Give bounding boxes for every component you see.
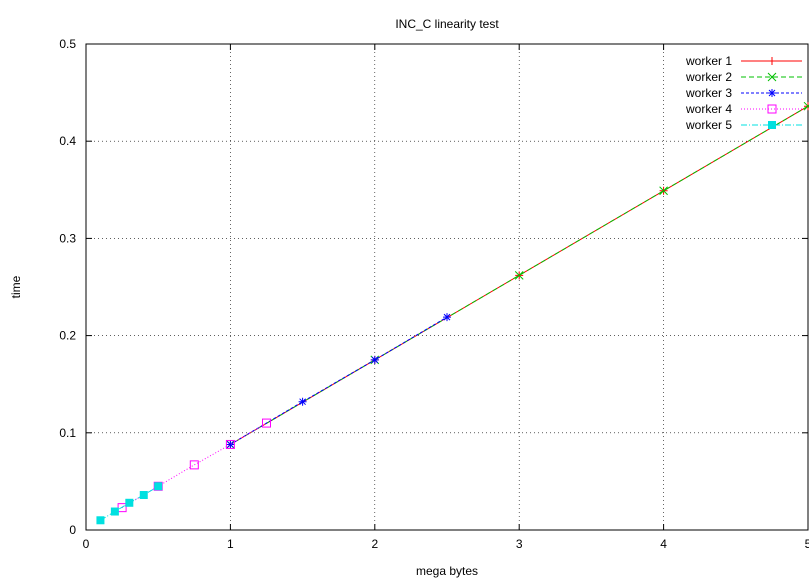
legend-label: worker 1 <box>685 54 732 68</box>
axis-ticks: 0 1 2 3 4 5 0 0.1 0.2 0.3 0.4 0.5 <box>59 37 809 551</box>
data-point <box>189 460 199 470</box>
data-point <box>154 482 163 491</box>
legend-label: worker 4 <box>685 102 732 116</box>
data-point <box>262 418 271 428</box>
series-line <box>230 316 448 445</box>
y-tick-label: 0.5 <box>59 37 76 51</box>
data-point <box>659 186 668 196</box>
legend-item: worker 2 <box>685 70 802 84</box>
legend-item: worker 3 <box>685 86 802 100</box>
data-point <box>767 72 777 82</box>
data-point <box>767 104 777 114</box>
series-3 <box>226 313 451 449</box>
data-point <box>125 498 134 507</box>
data-point <box>298 397 307 406</box>
data-point <box>110 507 119 516</box>
legend-item: worker 5 <box>685 118 802 132</box>
legend-item: worker 4 <box>685 102 802 116</box>
series-group <box>96 101 809 525</box>
y-tick-label: 0.4 <box>59 134 76 148</box>
series-5 <box>96 482 163 525</box>
data-point <box>803 101 809 111</box>
data-point <box>96 516 105 525</box>
legend: worker 1 worker 2 worker 3 worker 4 worker 5 <box>685 54 802 132</box>
grid <box>86 44 808 530</box>
plot-frame <box>85 43 809 531</box>
x-tick-label: 2 <box>371 537 378 551</box>
y-tick-label: 0.3 <box>59 231 76 245</box>
x-tick-label: 5 <box>805 537 809 551</box>
data-point <box>370 355 379 364</box>
data-point <box>768 89 776 97</box>
data-point <box>514 270 524 280</box>
x-axis-label: mega bytes <box>416 564 478 578</box>
chart-title: INC_C linearity test <box>395 17 499 31</box>
y-tick-label: 0 <box>69 523 76 537</box>
x-tick-label: 3 <box>516 537 523 551</box>
data-point <box>768 121 776 129</box>
x-tick-label: 0 <box>83 537 90 551</box>
x-tick-label: 1 <box>227 537 234 551</box>
y-tick-label: 0.1 <box>59 426 76 440</box>
y-tick-label: 0.2 <box>59 329 76 343</box>
data-point <box>768 57 776 65</box>
legend-label: worker 2 <box>685 70 732 84</box>
legend-label: worker 3 <box>685 86 732 100</box>
data-point <box>139 491 148 500</box>
data-point <box>226 440 235 449</box>
data-point <box>225 439 235 449</box>
y-axis-label: time <box>9 275 23 298</box>
legend-label: worker 5 <box>685 118 732 132</box>
series-1 <box>226 102 809 449</box>
data-point <box>443 313 451 322</box>
legend-item: worker 1 <box>685 54 802 68</box>
x-tick-label: 4 <box>660 537 667 551</box>
